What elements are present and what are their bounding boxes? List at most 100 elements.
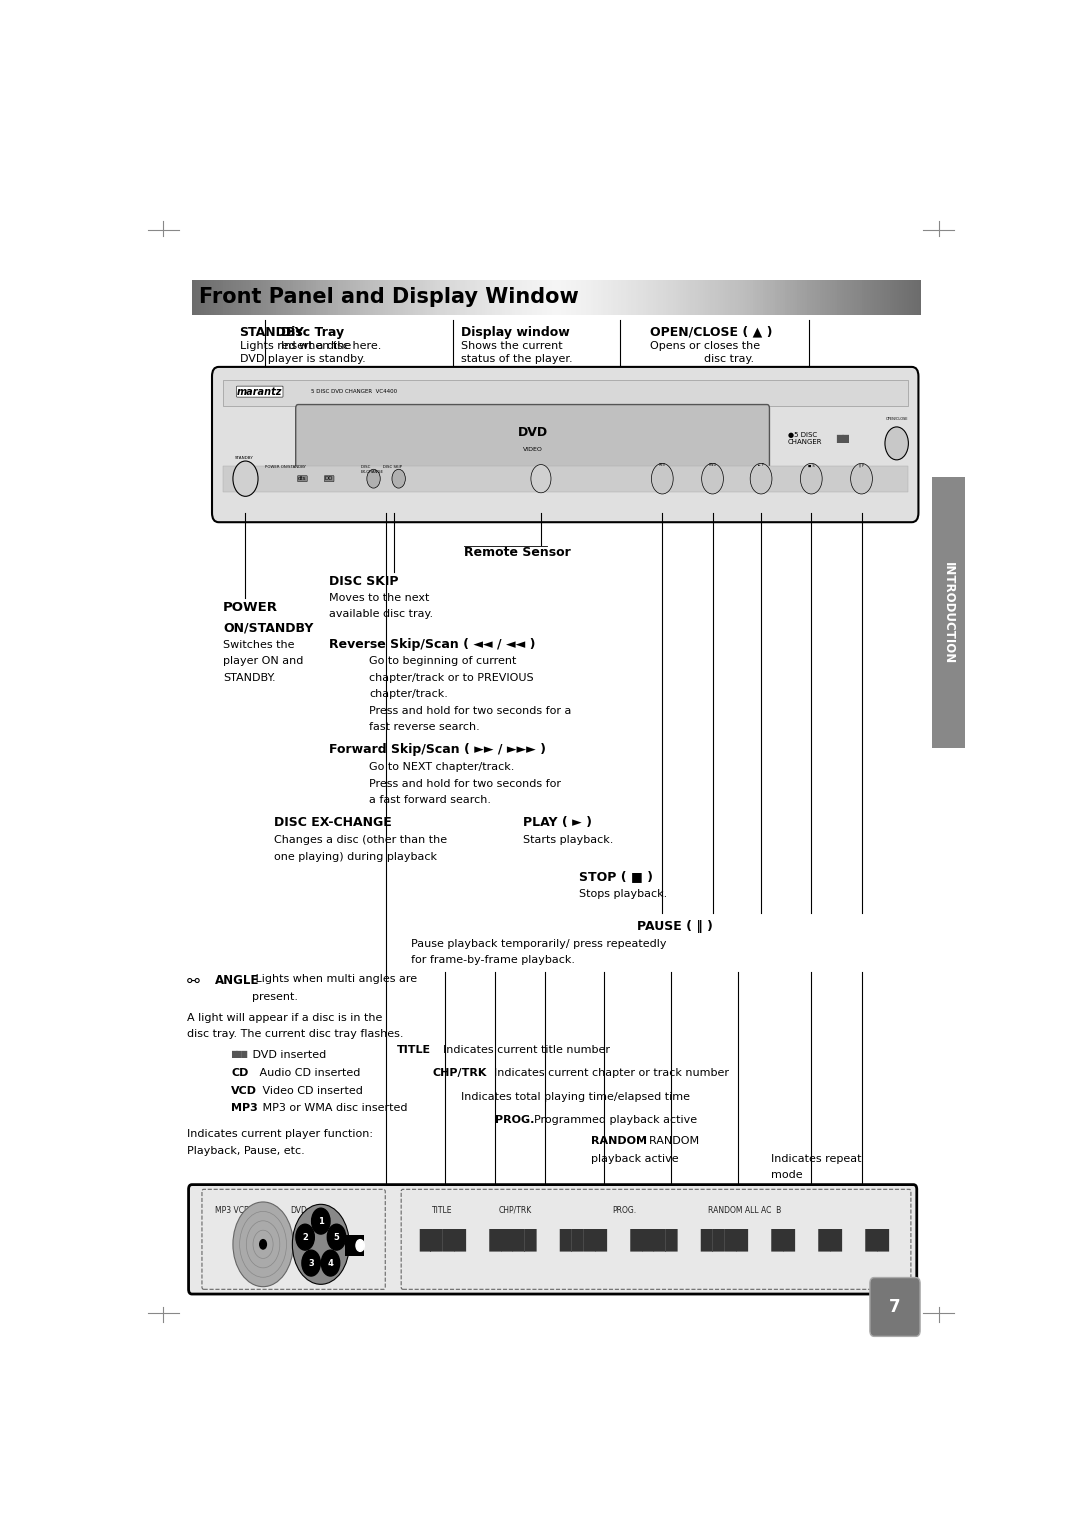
Text: PROG.: PROG. (495, 1115, 535, 1125)
Text: Programmed playback active: Programmed playback active (527, 1115, 697, 1125)
FancyBboxPatch shape (296, 405, 769, 477)
Text: Lights red when the: Lights red when the (240, 341, 351, 351)
FancyBboxPatch shape (869, 1277, 920, 1337)
Text: Indicates current player function:: Indicates current player function: (187, 1129, 373, 1140)
Text: Opens or closes the: Opens or closes the (650, 341, 760, 351)
Text: 2: 2 (302, 1233, 308, 1242)
Text: Audio CD inserted: Audio CD inserted (256, 1068, 361, 1079)
Bar (346, 1235, 364, 1256)
Text: status of the player.: status of the player. (461, 354, 573, 364)
Text: DVD inserted: DVD inserted (248, 1050, 326, 1060)
Text: Pause playback temporarily/ press repeatedly: Pause playback temporarily/ press repeat… (411, 938, 666, 949)
Text: Starts playback.: Starts playback. (524, 836, 613, 845)
Text: present.: present. (253, 992, 298, 1002)
Text: ► P: ► P (758, 463, 764, 468)
Text: Front Panel and Display Window: Front Panel and Display Window (199, 287, 579, 307)
Text: Go to NEXT chapter/track.: Go to NEXT chapter/track. (369, 762, 515, 772)
Text: Moves to the next: Moves to the next (329, 593, 430, 604)
Text: PAUSE ( ‖ ): PAUSE ( ‖ ) (637, 920, 713, 934)
Circle shape (259, 1239, 267, 1248)
Text: MP3: MP3 (231, 1103, 258, 1114)
Text: ANGLE: ANGLE (215, 973, 259, 987)
Text: TITLE: TITLE (397, 1045, 431, 1054)
FancyBboxPatch shape (189, 1184, 917, 1294)
Circle shape (293, 1204, 349, 1285)
Text: MP3 VCD: MP3 VCD (215, 1206, 249, 1215)
Circle shape (322, 1250, 340, 1276)
Bar (222, 380, 907, 406)
Text: ON/STANDBY: ON/STANDBY (222, 620, 313, 634)
Text: DD: DD (325, 477, 334, 481)
Text: REV: REV (659, 463, 666, 468)
Text: DISC          DISC SKIP: DISC DISC SKIP (361, 465, 402, 469)
Text: PLAY ( ► ): PLAY ( ► ) (524, 816, 592, 830)
Text: RANDOM: RANDOM (643, 1137, 700, 1146)
Text: player ON and: player ON and (222, 657, 303, 666)
Text: VIDEO: VIDEO (523, 446, 542, 452)
Text: RANDOM: RANDOM (591, 1137, 647, 1146)
Text: one playing) during playback: one playing) during playback (274, 851, 437, 862)
Text: fast reverse search.: fast reverse search. (369, 723, 481, 732)
Text: OPEN/CLOSE: OPEN/CLOSE (886, 417, 908, 422)
Circle shape (356, 1239, 364, 1251)
Text: Video CD inserted: Video CD inserted (259, 1086, 363, 1096)
Text: Reverse Skip/Scan ( ◄◄ / ◄◄ ): Reverse Skip/Scan ( ◄◄ / ◄◄ ) (329, 637, 536, 651)
Text: Go to beginning of current: Go to beginning of current (369, 657, 516, 666)
Text: FWD: FWD (708, 463, 717, 468)
FancyBboxPatch shape (212, 367, 918, 523)
Text: POWER: POWER (222, 601, 278, 614)
Text: ██: ██ (836, 434, 849, 443)
Text: Insert a disc here.: Insert a disc here. (282, 341, 382, 351)
Text: DVD: DVD (517, 426, 548, 439)
Text: INTRODUCTION: INTRODUCTION (942, 562, 955, 665)
Circle shape (885, 426, 908, 460)
Text: Shows the current: Shows the current (461, 341, 563, 351)
Circle shape (702, 463, 724, 494)
Circle shape (851, 463, 873, 494)
Text: ‖ P: ‖ P (859, 463, 864, 468)
Text: Display window: Display window (461, 325, 570, 339)
Text: RANDOM ALL AC  B: RANDOM ALL AC B (708, 1206, 782, 1215)
Text: STANDBY.: STANDBY. (222, 672, 275, 683)
Text: ⚯: ⚯ (187, 973, 200, 989)
Circle shape (312, 1209, 330, 1235)
Circle shape (233, 1203, 293, 1287)
Text: playback active: playback active (591, 1154, 679, 1164)
Text: a fast forward search.: a fast forward search. (369, 795, 491, 805)
Text: CD: CD (231, 1068, 248, 1079)
Text: 7: 7 (889, 1297, 901, 1316)
Circle shape (651, 463, 673, 494)
Text: OPEN/CLOSE ( ▲ ): OPEN/CLOSE ( ▲ ) (650, 325, 772, 339)
Text: TITLE: TITLE (432, 1206, 453, 1215)
Bar (222, 466, 907, 492)
Text: POWER ON/STANDBY: POWER ON/STANDBY (265, 465, 306, 469)
Text: A light will appear if a disc is in the: A light will appear if a disc is in the (187, 1013, 382, 1022)
Text: Playback, Pause, etc.: Playback, Pause, etc. (187, 1146, 305, 1155)
Circle shape (392, 469, 405, 487)
Text: DISC EX-CHANGE: DISC EX-CHANGE (274, 816, 392, 830)
Text: available disc tray.: available disc tray. (329, 610, 433, 619)
Text: DVD player is standby.: DVD player is standby. (240, 354, 365, 364)
Circle shape (327, 1224, 346, 1250)
Text: 3: 3 (308, 1259, 314, 1268)
Text: disc tray.: disc tray. (704, 354, 754, 364)
Text: Stops playback.: Stops playback. (579, 889, 666, 900)
Text: mode: mode (771, 1170, 802, 1181)
Text: VCD: VCD (231, 1086, 257, 1096)
Text: Press and hold for two seconds for a: Press and hold for two seconds for a (369, 706, 571, 715)
Circle shape (800, 463, 822, 494)
Bar (932, 477, 966, 749)
Text: STANDBY: STANDBY (234, 455, 253, 460)
Circle shape (296, 1224, 314, 1250)
Text: Indicates current title number: Indicates current title number (436, 1045, 610, 1054)
Text: ■ S: ■ S (808, 463, 814, 468)
Text: Indicates total playing time/elapsed time: Indicates total playing time/elapsed tim… (461, 1091, 690, 1102)
Circle shape (302, 1250, 321, 1276)
Text: ███: ███ (231, 1050, 247, 1057)
Text: dts: dts (298, 477, 307, 481)
Text: Switches the: Switches the (222, 640, 295, 649)
Text: Forward Skip/Scan ( ►► / ►►► ): Forward Skip/Scan ( ►► / ►►► ) (329, 744, 546, 756)
Text: Indicates repeat: Indicates repeat (771, 1154, 862, 1164)
Circle shape (751, 463, 772, 494)
Circle shape (233, 461, 258, 497)
